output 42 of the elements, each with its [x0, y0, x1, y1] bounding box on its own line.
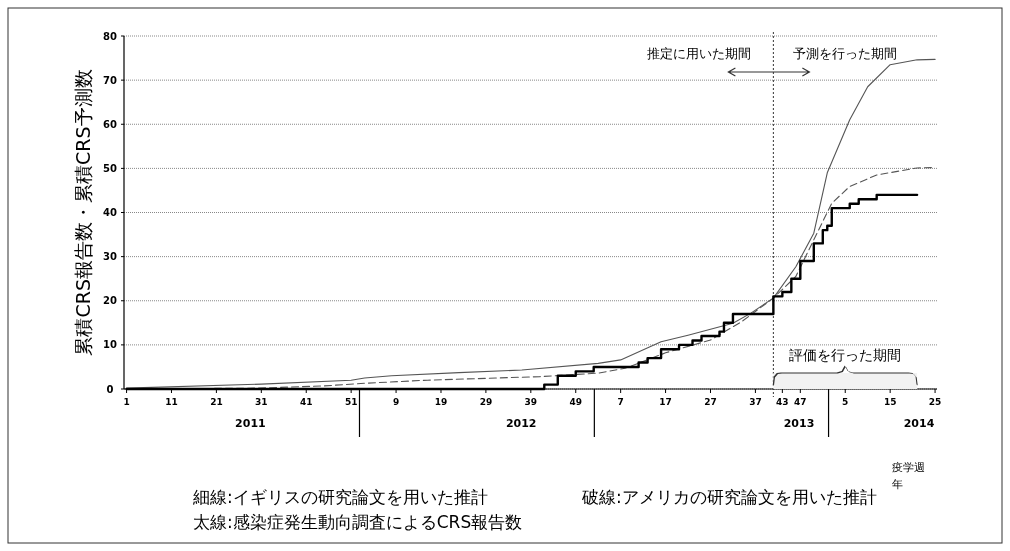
x-tick-label: 47 [794, 397, 807, 407]
x-tick-label: 37 [749, 397, 762, 407]
x-tick-label: 7 [617, 397, 624, 407]
y-tick-label: 20 [103, 295, 117, 307]
x-tick-label: 5 [842, 397, 849, 407]
y-tick-label: 0 [106, 383, 114, 395]
x2-tick-label: 2012 [505, 417, 537, 430]
x-tick-label: 27 [704, 397, 717, 407]
band-label: 評価を行った期間 [789, 347, 902, 363]
y-axis-title: 累積CRS報告数・累積CRS予測数 [72, 69, 94, 356]
x2-tick-label: 2013 [783, 417, 815, 430]
y-tick-label: 70 [103, 74, 117, 86]
y-tick-label: 10 [103, 339, 117, 351]
x2-axis-title: 年 [892, 478, 903, 491]
text: 破線:アメリカの研究論文を用いた推計 [581, 487, 877, 507]
x-tick-label: 41 [299, 397, 313, 407]
x-tick-label: 9 [392, 397, 400, 407]
text: 細線:イギリスの研究論文を用いた推計 [192, 487, 488, 507]
x-tick-label: 49 [569, 397, 582, 407]
annotation: 予測を行った期間 [793, 46, 898, 61]
x-tick-label: 19 [434, 397, 448, 407]
x-tick-label: 1 [123, 397, 130, 407]
annotation: 推定に用いた期間 [647, 46, 752, 61]
x-tick-label: 21 [210, 397, 223, 407]
x2-tick-label: 2014 [903, 417, 935, 430]
x-tick-label: 15 [883, 397, 897, 407]
y-tick-label: 80 [103, 30, 117, 42]
x-tick-label: 17 [659, 397, 672, 407]
x-tick-label: 31 [255, 397, 268, 407]
x-tick-label: 43 [776, 397, 789, 407]
y-tick-label: 50 [103, 162, 117, 174]
x-tick-label: 29 [479, 397, 493, 407]
y-tick-label: 30 [103, 251, 117, 263]
x-tick-label: 25 [928, 397, 942, 407]
text: 太線:感染症発生動向調査によるCRS報告数 [193, 512, 523, 532]
x-tick-label: 11 [165, 397, 178, 407]
y-tick-label: 40 [103, 207, 117, 218]
x-axis-title: 疫学週 [892, 461, 925, 474]
x-tick-label: 39 [524, 397, 538, 407]
x2-tick-label: 2011 [235, 417, 266, 430]
x-tick-label: 51 [344, 397, 358, 407]
y-tick-label: 60 [103, 118, 117, 130]
